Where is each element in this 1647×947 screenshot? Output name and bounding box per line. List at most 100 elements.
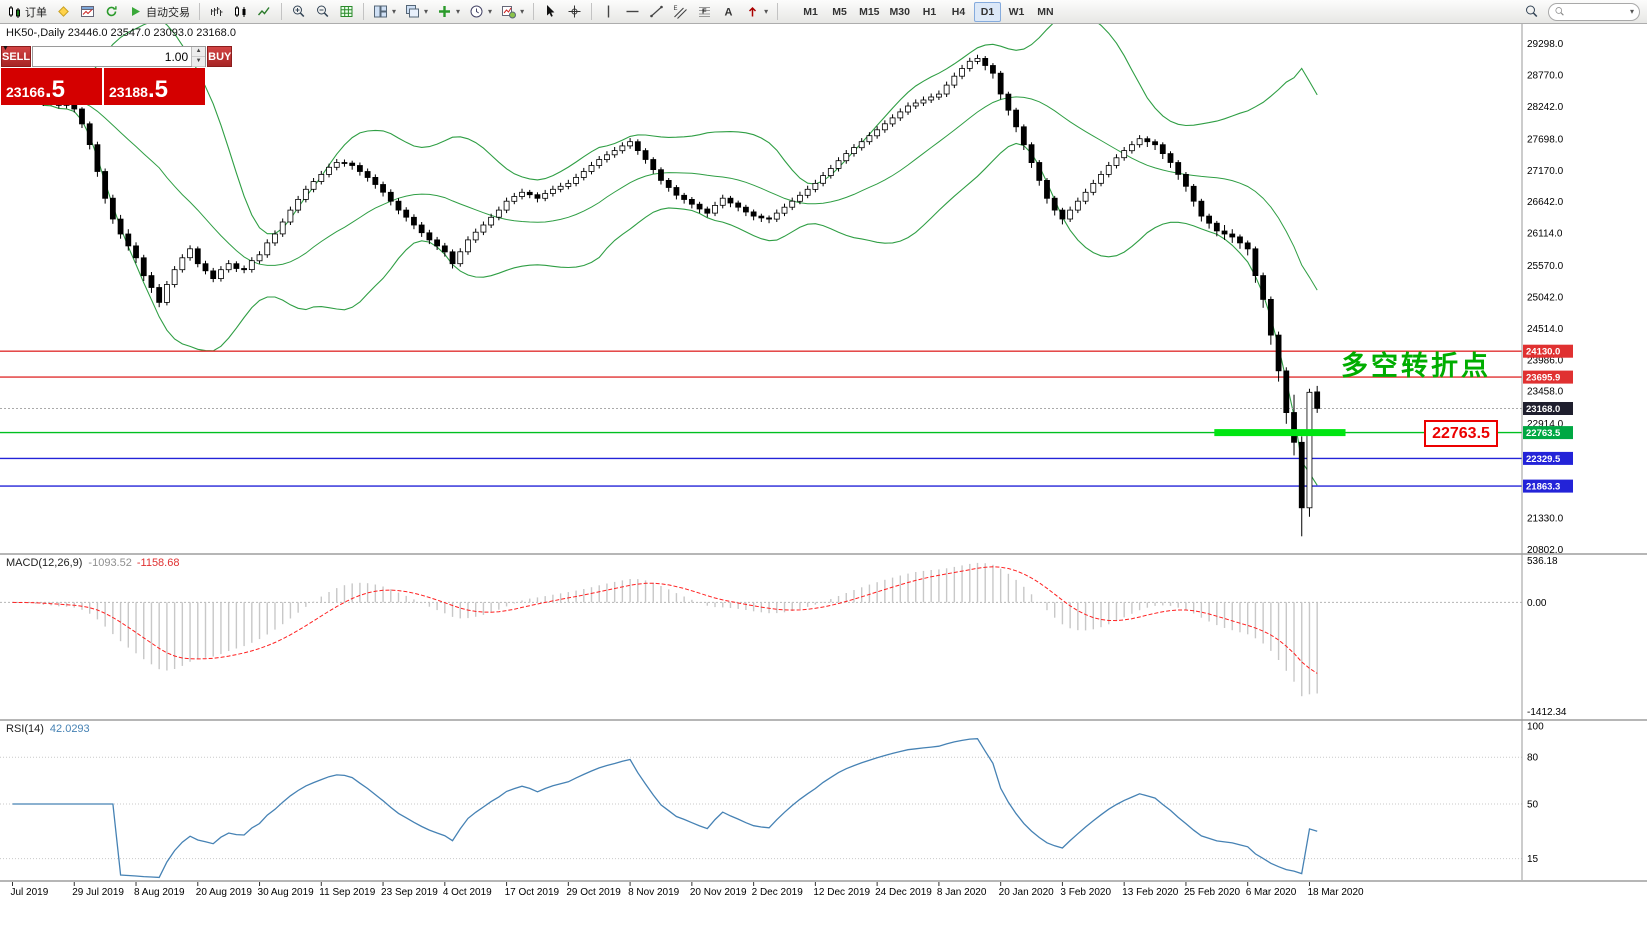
candle-body — [804, 188, 811, 196]
trendline-icon — [650, 5, 663, 18]
sell-button[interactable]: SELL — [1, 46, 32, 67]
search-button[interactable] — [1520, 2, 1543, 22]
candle-body — [573, 176, 579, 184]
candle-body — [727, 197, 734, 204]
candle-body — [202, 263, 209, 272]
bar-chart-button[interactable] — [205, 2, 228, 22]
symbol-search-box[interactable]: ▾ — [1548, 2, 1640, 21]
volume-up-arrow[interactable]: ▲ — [192, 47, 206, 57]
arrows-tool-button[interactable]: ▾ — [741, 2, 772, 22]
vertical-line-tool-button[interactable] — [597, 2, 620, 22]
price-tag-label: 22763.5 — [1526, 428, 1561, 439]
trendline-tool-button[interactable] — [645, 2, 668, 22]
candle-body — [627, 141, 633, 147]
timeframe-button-d1[interactable]: D1 — [973, 1, 1001, 22]
crosshair-button[interactable] — [563, 2, 586, 22]
candle-body — [1067, 209, 1074, 220]
candle-body — [1005, 93, 1012, 111]
chart-annotation[interactable]: 多空转折点 — [1341, 351, 1491, 381]
timeframe-button-m30[interactable]: M30 — [889, 5, 910, 18]
grid-button[interactable] — [335, 2, 358, 22]
search-input[interactable] — [1567, 6, 1626, 17]
panel-separator[interactable] — [0, 553, 1647, 555]
line-chart-button[interactable] — [253, 2, 276, 22]
timeframe-button-m15[interactable]: M15 — [859, 5, 880, 18]
trade-panel-collapse-arrow[interactable]: ▼ — [2, 45, 9, 52]
candle-body — [889, 117, 896, 125]
tile-windows-dropdown-arrow[interactable]: ▾ — [392, 7, 397, 16]
candlestick-chart-button[interactable] — [229, 2, 252, 22]
buy-button[interactable]: BUY — [207, 46, 233, 67]
candle-body — [1291, 412, 1297, 443]
macd-signal-line — [12, 566, 1318, 674]
support-highlight-bar[interactable] — [1214, 429, 1346, 437]
timeframe-button-h1[interactable]: H1 — [922, 5, 937, 18]
indicators-button[interactable]: ▾ — [433, 2, 464, 22]
panel-separator[interactable] — [0, 719, 1647, 721]
candle-body — [1206, 215, 1212, 224]
templates-button[interactable]: ▾ — [497, 2, 528, 22]
search-dropdown-arrow[interactable]: ▾ — [1629, 7, 1634, 16]
cascade-windows-button[interactable]: ▾ — [401, 2, 432, 22]
text-tool-button[interactable]: A — [717, 2, 740, 22]
price-callout-box[interactable]: 22763.5 — [1424, 420, 1498, 447]
autotrading-button[interactable]: 自动交易 — [124, 2, 194, 22]
svg-text:E: E — [674, 6, 678, 12]
cursor-button[interactable] — [539, 2, 562, 22]
timeframe-button-m5[interactable]: M5 — [832, 5, 847, 18]
main-toolbar: 订单 自动交易 — [0, 0, 1647, 24]
candle-body — [434, 239, 441, 247]
fibonacci-tool-button[interactable]: F — [693, 2, 716, 22]
templates-dropdown-arrow[interactable]: ▾ — [520, 7, 525, 16]
mql-community-button[interactable] — [52, 2, 75, 22]
price-tag — [1523, 344, 1573, 358]
price-axis-label: 26114.0 — [1527, 229, 1563, 240]
periods-button[interactable]: ▾ — [465, 2, 496, 22]
arrows-dropdown-arrow[interactable]: ▾ — [764, 7, 769, 16]
time-axis-label: 12 Dec 2019 — [813, 887, 870, 898]
candle-body — [966, 60, 973, 69]
tile-windows-button[interactable]: ▾ — [369, 2, 400, 22]
candle-body — [256, 254, 263, 262]
periods-dropdown-arrow[interactable]: ▾ — [488, 7, 493, 16]
candle-body — [1136, 138, 1143, 146]
candle-body — [990, 65, 996, 74]
candle-body — [1129, 144, 1135, 152]
channel-tool-button[interactable]: E — [669, 2, 692, 22]
indicators-dropdown-arrow[interactable]: ▾ — [456, 7, 461, 16]
candle-body — [418, 224, 425, 234]
candle-body — [943, 84, 950, 95]
cascade-windows-dropdown-arrow[interactable]: ▾ — [424, 7, 429, 16]
search-icon — [1555, 7, 1564, 16]
volume-stepper: ▲ ▼ — [191, 47, 206, 67]
candle-body — [264, 242, 271, 256]
time-axis-label: 25 Feb 2020 — [1184, 887, 1241, 898]
timeframe-button-h4[interactable]: H4 — [951, 5, 966, 18]
candle-body — [1237, 236, 1243, 244]
new-chart-window-button[interactable] — [76, 2, 99, 22]
refresh-button[interactable] — [100, 2, 123, 22]
timeframe-button-m1[interactable]: M1 — [803, 5, 818, 18]
sell-price-box[interactable]: 23166 .5 — [1, 68, 102, 105]
candle-body — [658, 169, 664, 181]
volume-down-arrow[interactable]: ▼ — [192, 57, 206, 67]
candle-body — [1314, 391, 1321, 409]
candle-body — [1044, 179, 1050, 199]
zoom-out-button[interactable] — [311, 2, 334, 22]
candle-body — [302, 188, 309, 200]
candle-body — [874, 129, 881, 137]
add-indicator-icon — [439, 6, 451, 17]
timeframe-button-mn[interactable]: MN — [1037, 5, 1054, 18]
time-axis-label: 8 Jan 2020 — [937, 887, 987, 898]
new-order-label: 订单 — [25, 6, 47, 19]
volume-input[interactable] — [33, 47, 192, 66]
horizontal-line-tool-button[interactable] — [621, 2, 644, 22]
timeframe-button-w1[interactable]: W1 — [1008, 5, 1025, 18]
new-order-button[interactable]: 订单 — [3, 2, 51, 22]
zoom-in-button[interactable] — [287, 2, 310, 22]
candle-body — [310, 181, 317, 190]
candle-body — [743, 206, 749, 213]
buy-price-box[interactable]: 23188 .5 — [104, 68, 205, 105]
